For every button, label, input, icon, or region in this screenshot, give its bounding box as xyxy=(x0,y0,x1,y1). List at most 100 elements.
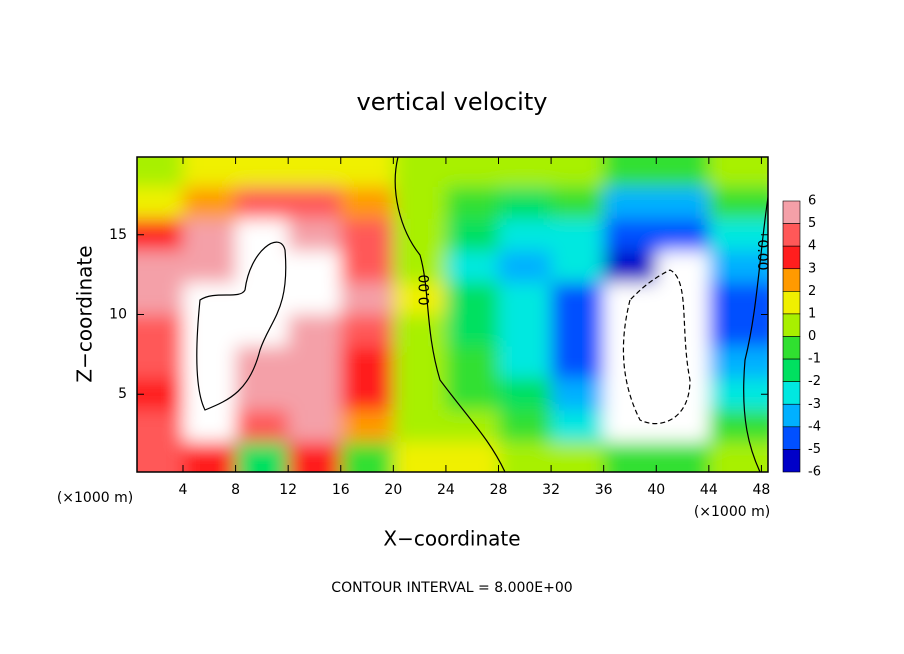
field-cell xyxy=(183,218,237,252)
footer: CONTOUR INTERVAL = 8.000E+00 xyxy=(331,580,572,596)
y-tick-label: 5 xyxy=(118,386,127,402)
field-cell xyxy=(288,346,342,379)
field xyxy=(137,157,768,472)
field-cell xyxy=(340,157,394,188)
field-cell xyxy=(656,157,710,188)
colorbar-label: -2 xyxy=(808,374,821,389)
chart-title: vertical velocity xyxy=(357,88,548,116)
field-cell xyxy=(137,157,184,188)
field-cell xyxy=(551,218,605,252)
field-cell xyxy=(551,314,605,347)
field-cell xyxy=(235,282,289,315)
colorbar-swatch xyxy=(782,403,801,428)
field-cell xyxy=(656,346,710,379)
field-cell xyxy=(603,218,657,252)
field-cell xyxy=(183,186,237,220)
field-cell xyxy=(445,157,500,188)
field-cell xyxy=(445,250,500,284)
field-cell xyxy=(551,186,605,220)
field-cell xyxy=(183,282,237,315)
colorbar-swatch xyxy=(782,223,801,247)
field-cell xyxy=(340,250,394,284)
field-cell xyxy=(288,250,342,284)
field-cell xyxy=(656,250,710,284)
field-cell xyxy=(551,157,605,188)
field-cell xyxy=(708,410,768,443)
field-cell xyxy=(183,410,237,443)
field-cell xyxy=(235,442,289,472)
x-unit: (×1000 m) xyxy=(57,490,133,506)
field-cell xyxy=(235,250,289,284)
field-cell xyxy=(288,442,342,472)
field-cell xyxy=(551,410,605,443)
field-cell xyxy=(235,314,289,347)
field-cell xyxy=(498,186,552,220)
x-axis-label: X−coordinate xyxy=(383,527,520,551)
x-tick-label: 28 xyxy=(490,482,508,498)
field-cell xyxy=(288,410,342,443)
field-cell xyxy=(288,218,342,252)
field-cell xyxy=(445,186,500,220)
field-cell xyxy=(235,346,289,379)
x-tick-label: 8 xyxy=(231,482,240,498)
field-cells xyxy=(137,157,768,472)
contour-label: 0.00 xyxy=(417,274,433,305)
colorbar-swatch xyxy=(782,200,801,224)
field-cell xyxy=(235,186,289,220)
field-cell xyxy=(137,250,184,284)
field-cell xyxy=(498,218,552,252)
field-cell xyxy=(393,186,447,220)
y-axis-label: Z−coordinate xyxy=(73,245,97,382)
field-cell xyxy=(340,314,394,347)
field-cell xyxy=(656,314,710,347)
field-cell xyxy=(288,282,342,315)
field-cell xyxy=(603,282,657,315)
field-cell xyxy=(137,346,184,379)
colorbar-label: 6 xyxy=(808,194,816,209)
contour-label: 0.00 xyxy=(754,239,770,270)
x-tick-label: 32 xyxy=(542,482,560,498)
field-cell xyxy=(498,378,552,411)
field-cell xyxy=(137,186,184,220)
field-cell xyxy=(603,410,657,443)
field-cell xyxy=(656,442,710,472)
field-cell xyxy=(708,442,768,472)
field-cell xyxy=(288,314,342,347)
field-cell xyxy=(551,282,605,315)
field-cell xyxy=(498,157,552,188)
x-tick-label: 48 xyxy=(753,482,771,498)
contour-line xyxy=(743,193,768,472)
colorbar-swatch xyxy=(782,313,801,337)
field-cell xyxy=(498,346,552,379)
field-cell xyxy=(498,410,552,443)
field-cell xyxy=(603,378,657,411)
field-cell xyxy=(445,378,500,411)
field-cell xyxy=(708,378,768,411)
field-cell xyxy=(498,282,552,315)
field-cell xyxy=(498,442,552,472)
field-cell xyxy=(340,218,394,252)
colorbar-label: 4 xyxy=(808,239,816,254)
colorbar-swatch xyxy=(782,381,801,405)
field-cell xyxy=(235,410,289,443)
colorbar-label: 2 xyxy=(808,284,816,299)
field-cell xyxy=(708,282,768,315)
x-tick-label: 44 xyxy=(700,482,718,498)
field-cell xyxy=(235,157,289,188)
field-cell xyxy=(137,218,184,252)
field-cell xyxy=(340,186,394,220)
colorbar-swatch xyxy=(782,268,801,292)
field-cell xyxy=(183,314,237,347)
colorbar-label: 0 xyxy=(808,329,816,344)
field-cell xyxy=(183,250,237,284)
field-cell xyxy=(137,314,184,347)
x-tick-label: 24 xyxy=(437,482,455,498)
x-unit: (×1000 m) xyxy=(694,504,770,520)
field-cell xyxy=(137,410,184,443)
y-tick-label: 10 xyxy=(109,307,127,323)
field-cell xyxy=(340,378,394,411)
field-cell xyxy=(340,282,394,315)
field-cell xyxy=(603,250,657,284)
field-cell xyxy=(708,346,768,379)
field-cell xyxy=(393,442,447,472)
